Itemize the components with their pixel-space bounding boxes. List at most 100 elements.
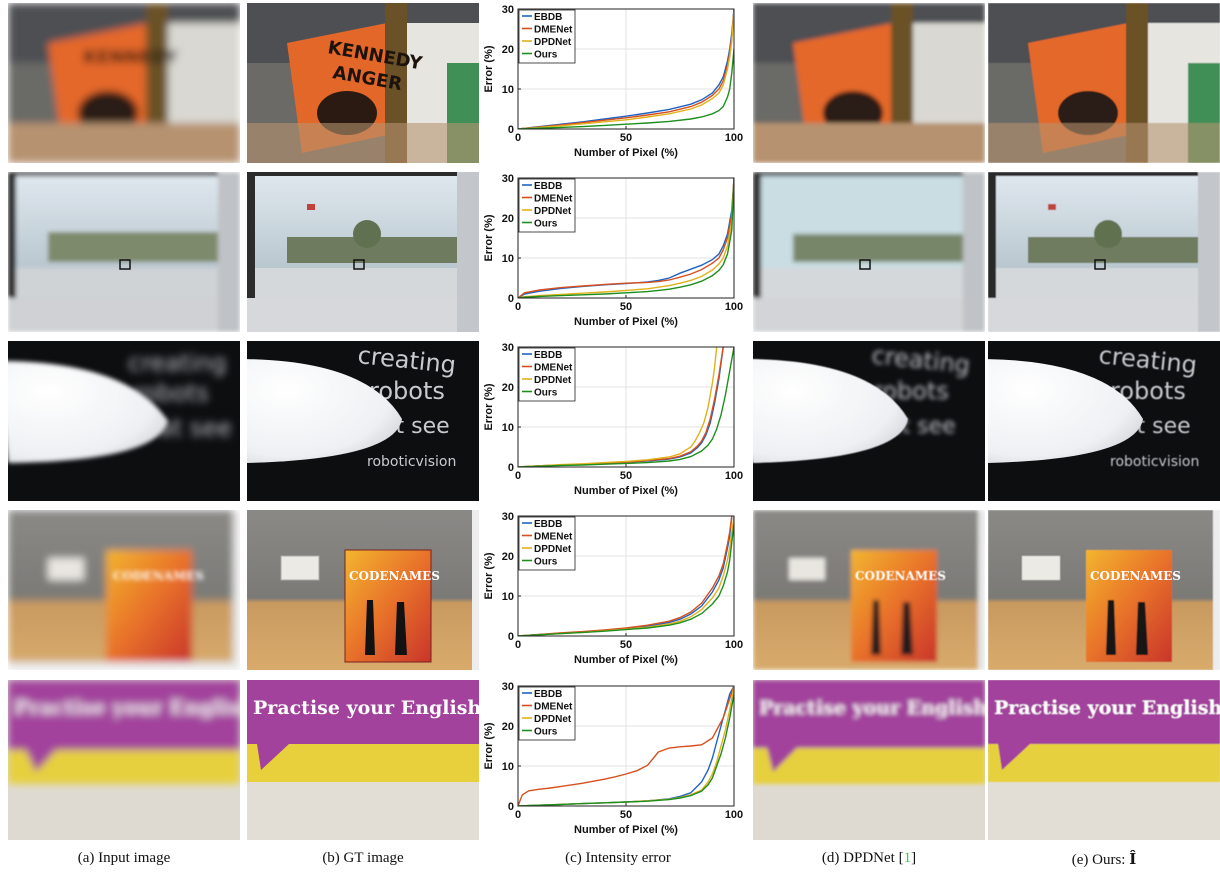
- series-line-ours: [518, 523, 734, 636]
- y-tick-label: 10: [502, 591, 514, 603]
- y-tick-label: 20: [502, 382, 514, 394]
- x-tick-label: 0: [515, 301, 521, 313]
- blurred-word: at see: [158, 414, 232, 442]
- legend-label-dpdnet: DPDNet: [534, 206, 572, 217]
- banner-text: Practise your English at A: [14, 695, 240, 719]
- y-tick-label: 30: [502, 4, 514, 16]
- x-tick-label: 50: [620, 301, 632, 313]
- word-roboticvision: roboticvision: [1110, 454, 1199, 470]
- caption-ours: (e) Ours: Î: [1071, 850, 1137, 868]
- row4-input-image: CODENAMES: [8, 510, 240, 670]
- legend-label-ebdb: EBDB: [534, 181, 562, 192]
- series-line-dpdnet: [518, 178, 734, 298]
- y-axis-label: Error (%): [483, 214, 495, 261]
- x-axis-label: Number of Pixel (%): [574, 147, 678, 159]
- row2-gt-image: [247, 172, 479, 332]
- y-tick-label: 10: [502, 253, 514, 265]
- legend-label-dmenet: DMENet: [534, 363, 573, 374]
- x-axis-label: Number of Pixel (%): [574, 316, 678, 328]
- banner-text: Practise your English at A: [994, 697, 1220, 719]
- x-tick-label: 50: [620, 470, 632, 482]
- legend-label-ours: Ours: [534, 388, 558, 399]
- x-axis-label: Number of Pixel (%): [574, 485, 678, 497]
- series-line-ours: [518, 48, 734, 129]
- x-tick-label: 0: [515, 470, 521, 482]
- legend-label-ours: Ours: [534, 557, 558, 568]
- row4-dpdnet-image: CODENAMES: [753, 510, 985, 670]
- row5-gt-image: Practise your English at A: [247, 680, 479, 840]
- caption-gt-image: (b) GT image: [322, 850, 404, 866]
- legend-label-dmenet: DMENet: [534, 702, 573, 713]
- row4-ours-image: CODENAMES: [988, 510, 1220, 670]
- legend-label-dmenet: DMENet: [534, 532, 573, 543]
- x-tick-label: 100: [725, 809, 743, 821]
- row3-gt-image: creating robots at see roboticvision: [247, 341, 479, 501]
- caption-intensity-error: (c) Intensity error: [565, 850, 671, 866]
- row1-input-image: KENNEDY: [8, 3, 240, 163]
- legend-label-ebdb: EBDB: [534, 12, 562, 23]
- x-axis-label: Number of Pixel (%): [574, 824, 678, 836]
- y-tick-label: 20: [502, 721, 514, 733]
- x-tick-label: 100: [725, 301, 743, 313]
- legend-label-dpdnet: DPDNet: [534, 375, 572, 386]
- y-axis-label: Error (%): [483, 45, 495, 92]
- row3-dpdnet-image: creating robots at see: [753, 341, 985, 501]
- citation-link[interactable]: 1: [903, 850, 912, 866]
- row5-dpdnet-image: Practise your English at A: [753, 680, 985, 840]
- x-tick-label: 100: [725, 132, 743, 144]
- legend-label-dpdnet: DPDNet: [534, 714, 572, 725]
- box-title: CODENAMES: [855, 569, 946, 583]
- legend-label-dpdnet: DPDNet: [534, 544, 572, 555]
- legend-label-ebdb: EBDB: [534, 689, 562, 700]
- caption-input-image: (a) Input image: [77, 850, 171, 866]
- y-tick-label: 0: [508, 801, 514, 813]
- math-symbol-I-hat: Î: [1129, 850, 1137, 868]
- row1-dpdnet-image: [753, 3, 985, 163]
- banner-text: Practise your English at A: [253, 697, 479, 719]
- y-axis-label: Error (%): [483, 383, 495, 430]
- y-tick-label: 0: [508, 124, 514, 136]
- word-roboticvision: roboticvision: [367, 454, 456, 470]
- box-title: CODENAMES: [349, 569, 440, 583]
- legend-label-ours: Ours: [534, 727, 558, 738]
- legend-label-dpdnet: DPDNet: [534, 37, 572, 48]
- row5-input-image: Practise your English at A: [8, 680, 240, 840]
- x-tick-label: 50: [620, 639, 632, 651]
- x-tick-label: 0: [515, 639, 521, 651]
- series-line-dmenet: [518, 686, 734, 806]
- x-tick-label: 100: [725, 470, 743, 482]
- error-plot-row1: 0 50 100 0 10 20 30 Number of Pixel (%) Error (%…: [478, 2, 746, 167]
- series-line-ebdb: [518, 178, 734, 298]
- legend-label-ebdb: EBDB: [534, 350, 562, 361]
- banner-text: Practise your English at A: [759, 697, 985, 719]
- row1-gt-image: KENNEDY ANGER: [247, 3, 479, 163]
- x-tick-label: 0: [515, 132, 521, 144]
- y-tick-label: 20: [502, 44, 514, 56]
- x-axis-label: Number of Pixel (%): [574, 654, 678, 666]
- y-tick-label: 10: [502, 761, 514, 773]
- blurred-word: creating: [128, 349, 227, 377]
- box-title: CODENAMES: [1090, 569, 1181, 583]
- row3-ours-image: creating robots at see roboticvision: [988, 341, 1220, 501]
- series-line-dpdnet: [518, 9, 734, 129]
- series-line-dmenet: [518, 516, 733, 636]
- y-tick-label: 0: [508, 293, 514, 305]
- y-tick-label: 20: [502, 551, 514, 563]
- y-tick-label: 10: [502, 422, 514, 434]
- legend-label-ours: Ours: [534, 219, 558, 230]
- series-line-ours: [518, 347, 734, 467]
- legend-label-dmenet: DMENet: [534, 194, 573, 205]
- x-tick-label: 100: [725, 639, 743, 651]
- error-plot-row2: 0 50 100 0 10 20 30 Number of Pixel (%) Error (%…: [478, 171, 746, 336]
- row4-gt-image: CODENAMES: [247, 510, 479, 670]
- y-tick-label: 30: [502, 511, 514, 523]
- series-line-ours: [518, 693, 734, 806]
- legend-label-ebdb: EBDB: [534, 519, 562, 530]
- series-line-ours: [518, 178, 734, 298]
- error-plot-row3: 0 50 100 0 10 20 30 Number of Pixel (%) Error (%…: [478, 340, 746, 505]
- series-line-dmenet: [518, 9, 734, 129]
